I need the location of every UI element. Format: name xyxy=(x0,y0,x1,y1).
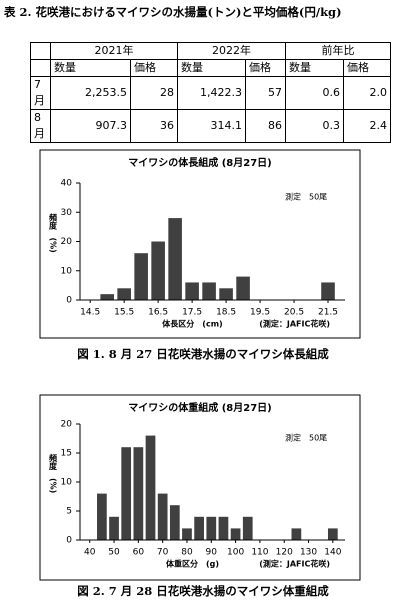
chart-title: マイワシの体長組成 (8月27日) xyxy=(128,156,272,169)
x-tick-label: 90 xyxy=(206,548,218,558)
y-tick-label: 20 xyxy=(61,420,73,430)
bar xyxy=(218,516,229,540)
bar xyxy=(100,294,114,300)
bar xyxy=(194,516,204,540)
bar xyxy=(202,282,216,300)
bar xyxy=(185,282,199,300)
x-tick-label: 21.5 xyxy=(318,308,338,318)
bar xyxy=(206,516,217,540)
bar xyxy=(236,276,250,300)
bar xyxy=(169,505,180,540)
sub-header: 数量 xyxy=(50,59,131,77)
y-tick-label: 10 xyxy=(61,266,73,276)
x-tick-label: 140 xyxy=(324,548,341,558)
y-tick-label: 40 xyxy=(61,179,73,189)
y-axis-label: 頻度 (%) xyxy=(48,453,58,493)
x-tick-label: 60 xyxy=(133,548,145,558)
x-tick-label: 130 xyxy=(300,548,317,558)
table-cell: 2,253.5 xyxy=(50,76,131,110)
source-note: (測定：JAFIC花咲) xyxy=(259,559,330,569)
bar xyxy=(117,288,131,300)
table-cell: 36 xyxy=(130,109,178,143)
y-tick-label: 0 xyxy=(66,536,72,546)
x-tick-label: 17.5 xyxy=(182,308,202,318)
x-tick-label: 80 xyxy=(181,548,193,558)
y-tick-label: 30 xyxy=(61,208,73,218)
bar xyxy=(145,435,156,540)
table-cell: 0.3 xyxy=(285,109,344,143)
table-title: 表 2. 花咲港におけるマイワシの水揚量(トン)と平均価格(円/kg) xyxy=(4,5,342,19)
table: 2021年 2022年 前年比 数量 価格 数量 価格 数量 価格 7月 2,253.5 28… xyxy=(30,42,391,143)
bar xyxy=(321,282,335,300)
x-tick-label: 70 xyxy=(157,548,169,558)
x-axis-label: 体重区分 (g) xyxy=(166,559,219,569)
table-cell: 86 xyxy=(245,109,286,143)
bar xyxy=(109,516,119,540)
annotation: 測定 50尾 xyxy=(285,192,327,202)
bar xyxy=(133,447,144,540)
x-tick-label: 18.5 xyxy=(216,308,236,318)
y-tick-label: 20 xyxy=(61,237,73,247)
x-axis-label: 体長区分 (cm) xyxy=(162,319,222,329)
table-cell: 314.1 xyxy=(177,109,246,143)
x-tick-label: 50 xyxy=(108,548,120,558)
bar xyxy=(182,528,192,540)
bar xyxy=(97,493,107,540)
x-tick-label: 15.5 xyxy=(114,308,134,318)
figure-caption: 図 2. 7 月 28 日花咲港水揚のマイワシ体重組成 xyxy=(77,584,329,598)
sub-header: 数量 xyxy=(177,59,246,77)
y-tick-label: 5 xyxy=(66,507,72,517)
x-tick-label: 16.5 xyxy=(148,308,168,318)
bar xyxy=(157,493,168,540)
bar xyxy=(242,516,253,540)
x-tick-label: 120 xyxy=(276,548,293,558)
table-cell: 1,422.3 xyxy=(177,76,246,110)
x-tick-label: 14.5 xyxy=(80,308,100,318)
table-cell: 907.3 xyxy=(50,109,131,143)
x-tick-label: 19.5 xyxy=(250,308,270,318)
y-axis-label: 頻度 (%) xyxy=(48,213,58,253)
table-cell: 0.6 xyxy=(285,76,344,110)
figure-caption: 図 1. 8 月 27 日花咲港水揚のマイワシ体長組成 xyxy=(77,347,329,361)
table-cell: 2.4 xyxy=(343,109,391,143)
x-tick-label: 40 xyxy=(84,548,96,558)
bar xyxy=(219,288,233,300)
bar xyxy=(121,447,132,540)
chart-frame xyxy=(39,394,361,581)
y-tick-label: 15 xyxy=(61,449,72,459)
bar xyxy=(291,528,302,540)
bar xyxy=(327,528,338,540)
annotation: 測定 50尾 xyxy=(285,433,327,443)
source-note: (測定：JAFIC花咲) xyxy=(259,319,330,329)
x-tick-label: 20.5 xyxy=(284,308,304,318)
y-tick-label: 10 xyxy=(61,478,73,488)
x-tick-label: 110 xyxy=(251,548,268,558)
bar xyxy=(151,241,165,300)
x-tick-label: 100 xyxy=(227,548,244,558)
bar xyxy=(168,218,182,300)
bar xyxy=(134,253,148,300)
y-tick-label: 0 xyxy=(66,296,72,306)
bar xyxy=(230,528,241,540)
chart-frame xyxy=(39,149,361,339)
chart-title: マイワシの体重組成 (8月27日) xyxy=(128,401,272,414)
